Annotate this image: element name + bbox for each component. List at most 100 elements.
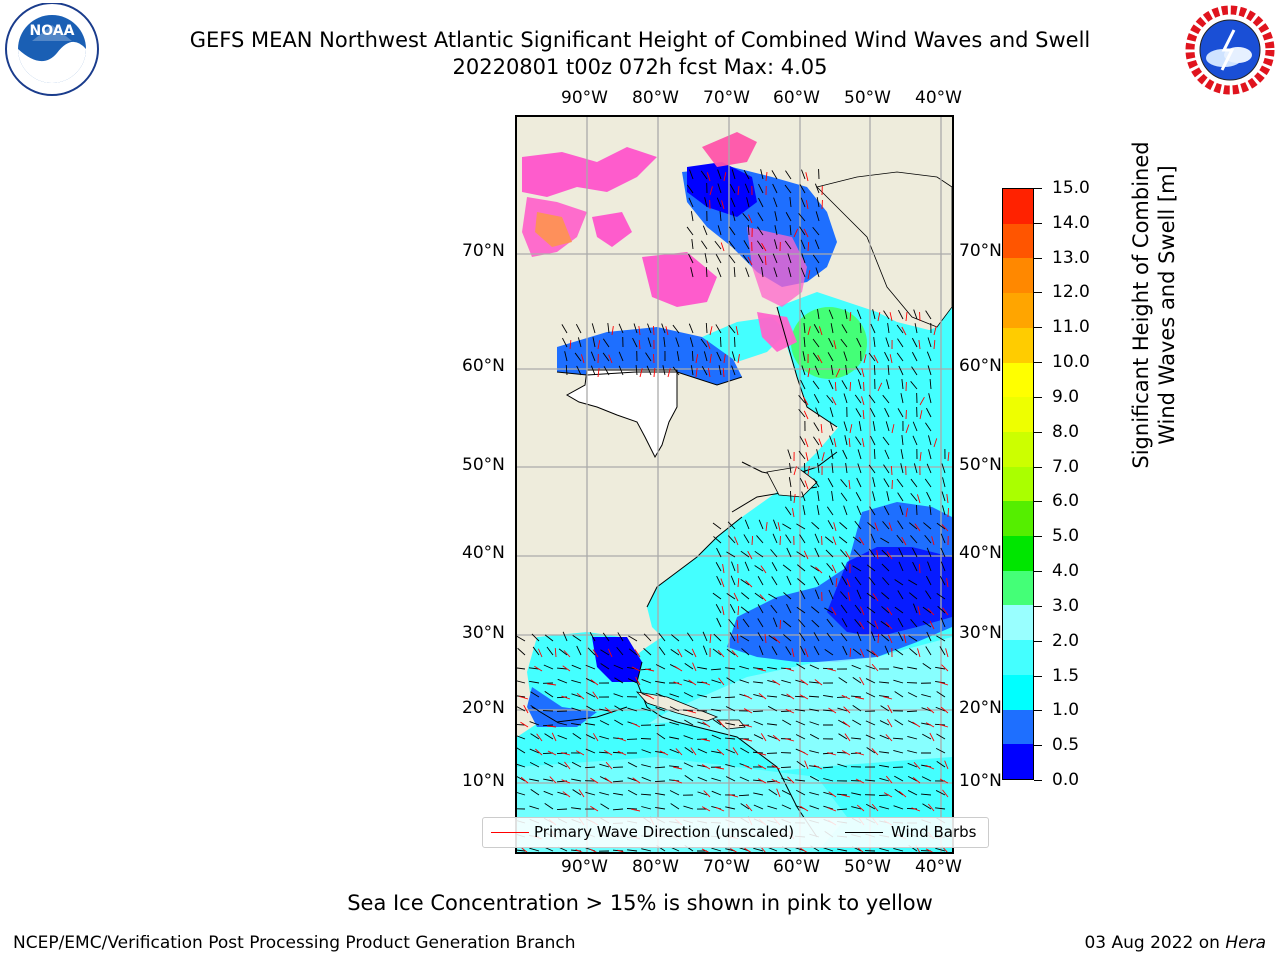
wind-barb xyxy=(543,778,554,782)
wind-barb xyxy=(814,365,820,376)
wave-direction-arrow xyxy=(931,536,935,546)
wind-barb xyxy=(600,663,610,670)
wind-barb xyxy=(572,732,582,740)
wind-barb xyxy=(734,336,736,348)
wind-barb xyxy=(828,337,834,348)
graticule xyxy=(517,117,952,852)
wave-direction-arrow xyxy=(757,752,767,756)
wind-barb xyxy=(839,522,848,530)
wave-direction-arrow xyxy=(720,242,725,252)
wind-barb xyxy=(781,693,792,698)
wind-barb xyxy=(897,520,904,530)
wind-barb xyxy=(716,617,722,628)
wave-direction-arrow xyxy=(691,648,697,658)
wind-barb xyxy=(702,225,708,236)
wind-barb xyxy=(911,337,918,348)
wind-barb xyxy=(800,267,806,278)
colorbar-tick-mark xyxy=(1034,501,1042,503)
wind-barb xyxy=(812,226,820,236)
wind-barb xyxy=(530,705,540,712)
colorbar-tick-label: 8.0 xyxy=(1052,421,1080,442)
wave-direction-arrow xyxy=(828,791,837,798)
wind-barb xyxy=(780,766,792,769)
wind-barb xyxy=(926,351,932,362)
colorbar-segment xyxy=(1003,570,1033,606)
wave-direction-arrow xyxy=(849,381,852,392)
wind-barb xyxy=(798,213,806,222)
wave-direction-arrow xyxy=(803,550,809,560)
greenland xyxy=(816,171,952,328)
wind-barb xyxy=(798,619,806,628)
wind-barb xyxy=(886,491,890,502)
wind-barb xyxy=(855,436,862,446)
wind-barb xyxy=(813,576,820,586)
wave-direction-arrow xyxy=(737,186,740,196)
wave-direction-arrow xyxy=(519,695,529,700)
wind-barb xyxy=(803,462,806,474)
wind-barb xyxy=(743,170,750,180)
wind-barb xyxy=(801,169,806,180)
wave-direction-arrow xyxy=(914,523,921,532)
wind-barb xyxy=(599,791,610,796)
wind-barb xyxy=(884,449,890,460)
wave-direction-arrow xyxy=(564,761,571,770)
wind-barb xyxy=(705,266,708,278)
ocean-gulf-shelf xyxy=(527,687,597,727)
wind-barb xyxy=(782,620,792,628)
wave-direction-arrow xyxy=(538,648,543,658)
wind-barb xyxy=(866,803,876,810)
wind-barb xyxy=(669,706,680,712)
wind-barb xyxy=(926,547,932,558)
wave-direction-arrow xyxy=(845,550,851,560)
wind-barb xyxy=(726,677,736,684)
wave-direction-arrow xyxy=(885,734,893,742)
wind-barb xyxy=(826,632,834,642)
colorbar xyxy=(1002,188,1034,780)
lon-tick-top: 80°W xyxy=(632,88,679,108)
wind-barb xyxy=(571,723,582,726)
sea-ice-note: Sea Ice Concentration > 15% is shown in … xyxy=(347,891,933,915)
wind-barb xyxy=(823,791,834,796)
wave-direction-arrow xyxy=(849,424,853,434)
colorbar-segment xyxy=(1003,674,1033,710)
wind-barb xyxy=(870,435,876,446)
wind-barb xyxy=(726,648,736,656)
wave-direction-arrow xyxy=(695,354,699,364)
wind-barb xyxy=(837,848,848,852)
wave-direction-arrow xyxy=(590,777,599,784)
wind-barb xyxy=(757,632,764,642)
wave-direction-arrow xyxy=(945,648,949,658)
wind-barb xyxy=(712,522,722,530)
wind-barb xyxy=(913,463,918,474)
colorbar-tick-mark xyxy=(1034,396,1042,398)
wind-barb xyxy=(907,666,918,670)
wind-barb xyxy=(922,662,932,670)
wind-barb xyxy=(809,775,820,782)
wave-direction-arrow xyxy=(903,634,907,644)
wind-barb xyxy=(908,522,918,530)
colorbar-tick-label: 0.5 xyxy=(1052,735,1080,756)
wind-barb xyxy=(866,747,876,754)
wave-direction-arrow xyxy=(848,437,851,448)
wind-barb xyxy=(840,338,848,348)
wind-barb xyxy=(845,365,848,376)
wind-barb xyxy=(809,733,820,740)
wind-barb xyxy=(814,533,820,544)
wind-barb xyxy=(697,791,708,796)
wind-barb xyxy=(656,732,666,740)
wind-barb xyxy=(799,534,806,544)
wind-barb xyxy=(782,719,792,726)
wave-direction-arrow xyxy=(758,693,767,700)
colorbar-segment xyxy=(1003,327,1033,363)
wave-direction-arrow xyxy=(604,777,613,784)
wind-barb xyxy=(796,760,806,768)
wind-barb xyxy=(812,352,820,362)
wind-barb xyxy=(686,632,694,642)
wave-direction-arrow xyxy=(873,354,879,364)
wind-barb xyxy=(797,578,806,586)
wind-barb xyxy=(798,408,806,418)
wave-direction-arrow xyxy=(777,522,781,532)
wind-barb xyxy=(589,632,596,642)
colorbar-segment xyxy=(1003,501,1033,537)
wind-barb xyxy=(937,605,946,614)
